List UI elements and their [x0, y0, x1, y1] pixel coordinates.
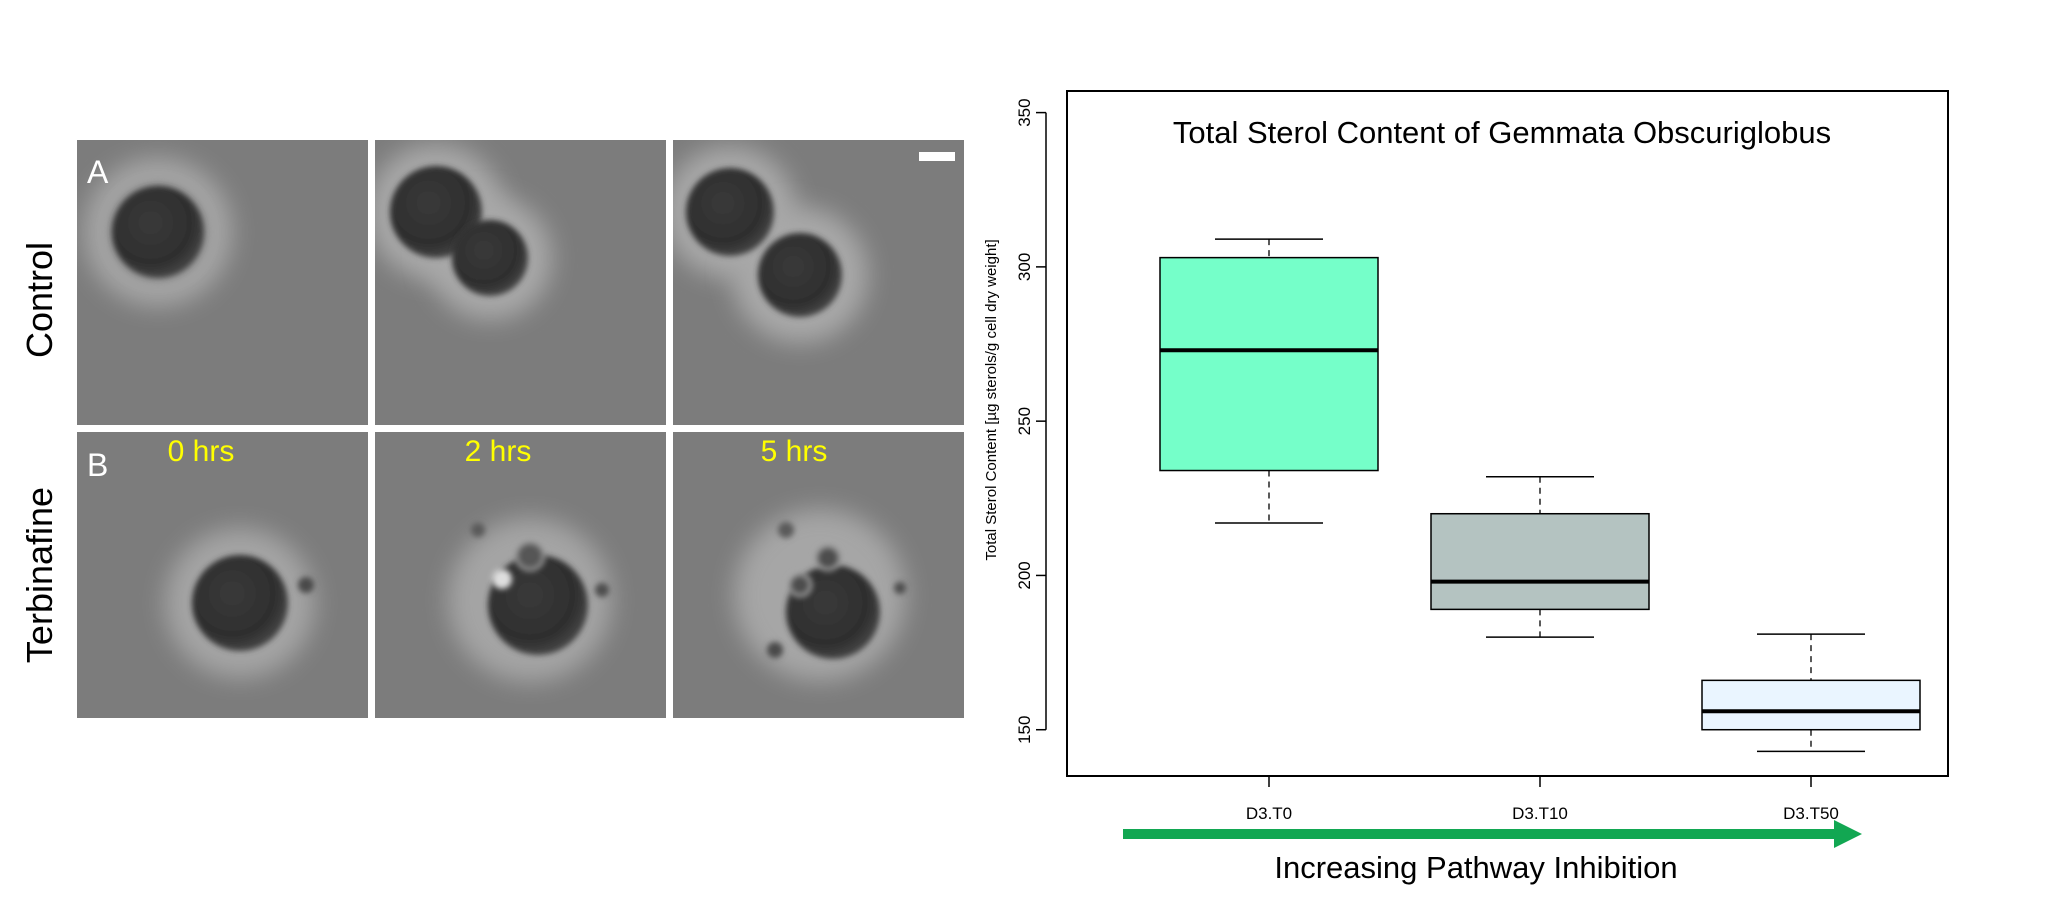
micrograph-terbinafine-5h	[673, 432, 964, 718]
chart-title: Total Sterol Content of Gemmata Obscurig…	[1173, 115, 1831, 150]
y-tick-label-250: 250	[1015, 407, 1034, 435]
boxplot-chart: Total Sterol Content of Gemmata Obscurig…	[983, 90, 1949, 823]
micrograph-terbinafine-0h	[77, 432, 368, 718]
y-axis-label: Total Sterol Content [µg sterols/g cell …	[983, 239, 1000, 560]
panel-letter-a: A	[87, 154, 109, 190]
scale-bar	[919, 152, 955, 161]
box-iqr	[1430, 512, 1650, 611]
box-iqr	[1159, 256, 1379, 472]
micrograph-grid: A B 0 hrs 2 hrs 5 hrs Control Terbinafin…	[19, 140, 964, 718]
plot-frame	[1066, 90, 1949, 777]
time-label-2h: 2 hrs	[465, 435, 532, 468]
micrograph-control-5h	[673, 140, 964, 425]
row-label-control: Control	[19, 242, 60, 358]
box-D3.T0	[1159, 238, 1379, 524]
micrograph-control-2h	[375, 140, 666, 425]
y-axis: 150 200 250 300 350	[1015, 98, 1047, 744]
box-series	[1159, 238, 1921, 753]
inhibition-arrow: Increasing Pathway Inhibition	[1123, 820, 1862, 885]
x-axis: D3.T0 D3.T10 D3.T50	[1246, 776, 1839, 823]
row-label-terbinafine: Terbinafine	[19, 487, 60, 663]
panel-letter-b: B	[87, 447, 108, 483]
time-label-5h: 5 hrs	[761, 435, 828, 468]
y-tick-label-300: 300	[1015, 253, 1034, 281]
arrow-head	[1834, 820, 1862, 848]
arrow-label: Increasing Pathway Inhibition	[1274, 850, 1677, 885]
box-D3.T50	[1701, 633, 1921, 753]
micrograph-terbinafine-2h	[375, 432, 666, 718]
y-tick-label-350: 350	[1015, 98, 1034, 126]
x-tick-label-D3.T50: D3.T50	[1783, 804, 1839, 823]
x-tick-label-D3.T10: D3.T10	[1512, 804, 1568, 823]
x-tick-label-D3.T0: D3.T0	[1246, 804, 1292, 823]
micrograph-control-0h	[77, 140, 368, 425]
y-tick-label-200: 200	[1015, 561, 1034, 589]
y-tick-label-150: 150	[1015, 716, 1034, 744]
time-label-0h: 0 hrs	[168, 435, 235, 468]
box-D3.T10	[1430, 475, 1650, 638]
box-iqr	[1701, 679, 1921, 731]
